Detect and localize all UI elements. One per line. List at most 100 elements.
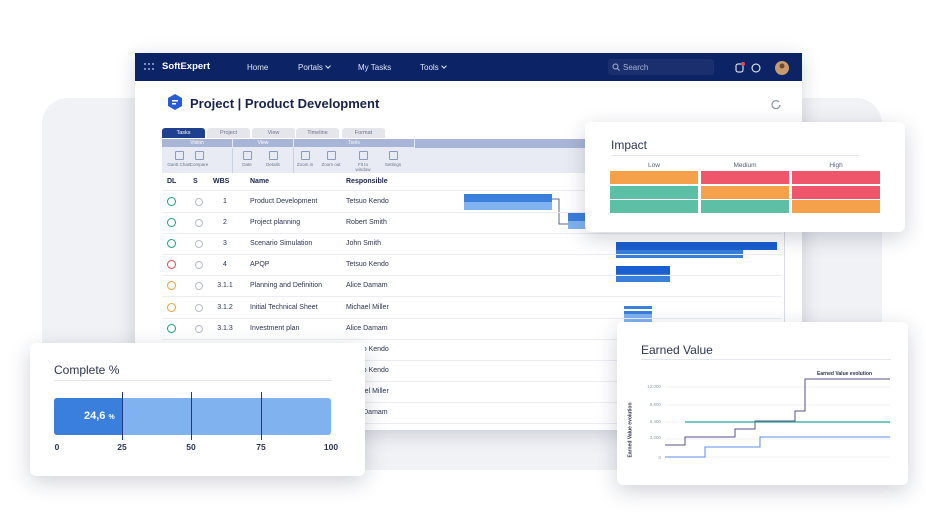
wbs: 3: [223, 240, 227, 248]
nav-icons[interactable]: [735, 61, 795, 75]
row-line: [162, 296, 782, 298]
task-name[interactable]: Planning and Definition: [250, 282, 322, 290]
navbar: SoftExpert Home Portals My Tasks Tools S…: [135, 53, 802, 81]
toolbar-button[interactable]: Settings: [380, 151, 406, 167]
column-header[interactable]: Responsible: [346, 178, 388, 185]
column-label: Low: [648, 162, 660, 169]
column-label: Medium: [733, 162, 757, 169]
card-title: Impact: [611, 138, 648, 152]
tick-label: 50: [186, 442, 196, 452]
column-header[interactable]: WBS: [213, 178, 230, 185]
wbs: 3.1.1: [217, 282, 233, 290]
wbs: 1: [223, 198, 227, 205]
search-box[interactable]: Search: [608, 59, 714, 75]
divider: [641, 359, 891, 360]
y-tick-label: 9,600: [649, 402, 661, 407]
project-icon: [168, 94, 182, 110]
gantt-bar: [464, 202, 552, 210]
button-label: Gantt Chart: [167, 162, 191, 167]
task-name[interactable]: Product Development: [250, 198, 318, 205]
button-label: Settings: [384, 162, 402, 167]
responsible: Alice Damam: [346, 324, 388, 332]
state-icon: [195, 261, 203, 270]
impact-cell: [701, 200, 789, 213]
y-tick-label: 3,200: [649, 435, 661, 440]
wbs: 3.1.3: [217, 324, 233, 332]
nav-item[interactable]: Tools: [420, 63, 446, 72]
row-line: [162, 338, 782, 340]
row-line: [162, 359, 782, 361]
responsible: Tetsuo Kendo: [346, 345, 389, 353]
tick-line: [261, 392, 262, 440]
gantt-bar: [464, 194, 552, 202]
task-name[interactable]: Initial Technical Sheet: [250, 303, 318, 311]
wbs: 4: [223, 261, 227, 269]
tick-line: [191, 392, 192, 440]
row-line: [162, 380, 782, 382]
page-title: Project | Product Development: [190, 96, 380, 111]
menu-icon[interactable]: [144, 63, 154, 71]
row-line: [162, 401, 782, 403]
wbs: 2: [223, 219, 227, 227]
state-icon: [195, 303, 203, 312]
tab[interactable]: Project: [207, 128, 250, 138]
row-line: [162, 212, 782, 213]
impact-cell: [792, 185, 880, 199]
impact-cell: [701, 185, 789, 199]
toolbar-group: Vision: [162, 139, 232, 147]
column-header[interactable]: S: [193, 178, 198, 185]
toolbar-button[interactable]: Fit to window: [350, 151, 376, 172]
task-name[interactable]: Scenario Simulation: [250, 240, 313, 248]
tab[interactable]: Tasks: [162, 128, 205, 138]
logo[interactable]: SoftExpert: [162, 61, 211, 72]
task-name[interactable]: Investment plan: [250, 324, 300, 332]
state-icon: [195, 282, 203, 291]
responsible: Alice Damam: [346, 282, 388, 290]
search-icon: [612, 63, 620, 71]
separator: [232, 148, 233, 173]
tab[interactable]: View: [252, 128, 295, 138]
gantt-link: [552, 198, 568, 225]
task-name[interactable]: Project planning: [250, 219, 301, 227]
toolbar-group: Tools: [294, 139, 414, 147]
toolbar-button[interactable]: Details: [260, 151, 286, 167]
impact-cell: [792, 200, 880, 213]
gantt-bar: [616, 266, 670, 274]
toolbar-button[interactable]: Compare: [186, 151, 212, 167]
responsible: Robert Smith: [346, 219, 387, 227]
progress-fill: [54, 398, 122, 435]
refresh-icon[interactable]: [771, 99, 781, 109]
responsible: Michael Miller: [346, 387, 389, 395]
task-name[interactable]: APQP: [250, 261, 270, 269]
impact-cell: [610, 171, 698, 184]
gantt-bar: [616, 242, 777, 250]
gantt-divider: [784, 139, 785, 429]
tick-label: 25: [117, 442, 127, 452]
search-placeholder: Search: [623, 63, 649, 72]
divider: [611, 155, 859, 156]
impact-cell: [610, 185, 698, 199]
toolbar-button[interactable]: Zoom out: [318, 151, 344, 167]
card-title: Earned Value: [641, 343, 713, 357]
responsible: Tetsuo Kendo: [346, 198, 389, 205]
wbs: 3.1.2: [217, 303, 233, 311]
column-header[interactable]: Name: [250, 178, 270, 185]
nav-item[interactable]: My Tasks: [358, 63, 392, 72]
toolbar-button[interactable]: Date: [234, 151, 260, 167]
column-header[interactable]: DL: [167, 178, 177, 185]
toolbar-button[interactable]: Zoom in: [292, 151, 318, 167]
nav-item[interactable]: Portals: [298, 63, 330, 72]
button-label: Zoom out: [321, 162, 341, 167]
tab[interactable]: Timeline: [296, 128, 339, 138]
progress-value: 24,6: [84, 410, 106, 422]
status-icon: [167, 323, 176, 333]
impact-cell: [610, 200, 698, 213]
tab[interactable]: Format: [342, 128, 385, 138]
button-label: Compare: [189, 162, 209, 167]
nav-item[interactable]: Home: [247, 63, 269, 72]
status-icon: [167, 260, 176, 270]
gantt-bar: [616, 250, 743, 258]
progress-label: 24,6 %: [84, 410, 115, 422]
toolbar-button[interactable]: Gantt Chart: [166, 151, 192, 167]
